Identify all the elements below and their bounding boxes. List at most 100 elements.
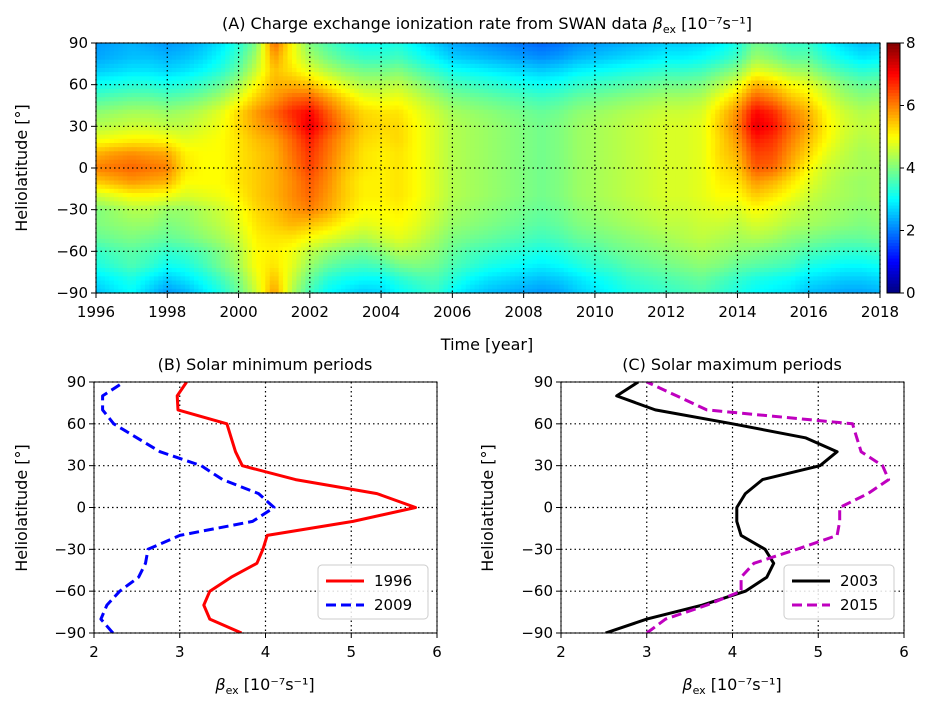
heatmap-cell [390,88,396,94]
heatmap-cell [300,105,306,111]
heatmap-cell [657,126,663,132]
heatmap-cell [871,155,877,161]
heatmap-cell [470,109,476,115]
heatmap-cell [795,55,801,61]
heatmap-cell [251,55,257,61]
heatmap-cell [243,68,249,73]
heatmap-cell [180,84,186,90]
heatmap-cell [341,126,347,132]
heatmap-cell [381,138,387,144]
heatmap-cell [381,43,387,48]
heatmap-cell [488,80,494,86]
heatmap-cell [167,134,173,140]
heatmap-cell [171,63,177,69]
heatmap-cell [363,138,369,144]
heatmap-cell [243,88,249,94]
heatmap-cell [474,155,480,161]
heatmap-cell [256,88,262,94]
heatmap-cell [862,143,868,148]
heatmap-cell [621,88,627,94]
heatmap-cell [755,101,761,107]
heatmap-cell [603,80,609,86]
heatmap-cell [755,84,761,90]
heatmap-cell [782,88,788,94]
heatmap-cell [697,105,703,111]
heatmap-cell [594,118,600,123]
heatmap-cell [528,76,534,82]
heatmap-cell [541,155,547,161]
heatmap-cell [421,130,427,136]
heatmap-cell [109,109,115,115]
heatmap-cell [532,109,538,115]
heatmap-cell [149,84,155,90]
heatmap-cell [211,55,217,61]
heatmap-cell [430,105,436,111]
heatmap-cell [532,72,538,77]
heatmap-cell [323,118,329,123]
heatmap-cell [296,84,302,90]
heatmap-cell [309,105,315,111]
heatmap-cell [318,118,324,123]
heatmap-cell [541,93,547,98]
heatmap-cell [479,130,485,136]
heatmap-cell [626,68,632,73]
heatmap-cell [398,93,404,98]
heatmap-cell [162,72,168,77]
heatmap-cell [185,97,191,102]
heatmap-cell [358,68,364,73]
heatmap-cell [376,151,382,157]
heatmap-cell [590,155,596,161]
heatmap-cell [862,155,868,161]
heatmap-cell [510,109,516,115]
heatmap-cell [367,109,373,115]
heatmap-cell [523,109,529,115]
heatmap-cell [844,88,850,94]
heatmap-cell [741,84,747,90]
heatmap-cell [470,105,476,111]
heatmap-cell [817,88,823,94]
heatmap-cell [724,105,730,111]
heatmap-cell [122,134,128,140]
heatmap-cell [104,101,110,107]
heatmap-cell [746,84,752,90]
heatmap-cell [839,51,845,57]
heatmap-cell [626,155,632,161]
heatmap-cell [220,59,226,65]
heatmap-cell [608,72,614,77]
heatmap-cell [871,118,877,123]
heatmap-cell [528,93,534,98]
heatmap-cell [376,59,382,65]
heatmap-cell [296,76,302,82]
heatmap-cell [243,93,249,98]
heatmap-cell [131,68,137,73]
heatmap-cell [541,47,547,52]
heatmap-cell [862,147,868,152]
heatmap-cell [461,43,467,48]
heatmap-cell [332,126,338,132]
heatmap-cell [510,55,516,61]
heatmap-cell [541,84,547,90]
heatmap-cell [733,55,739,61]
heatmap-cell [216,118,222,123]
heatmap-cell [831,155,837,161]
heatmap-cell [465,147,471,152]
heatmap-cell [229,76,235,82]
heatmap-cell [777,155,783,161]
heatmap-cell [278,97,284,102]
heatmap-cell [577,43,583,48]
heatmap-cell [755,80,761,86]
heatmap-cell [831,143,837,148]
heatmap-cell [479,59,485,65]
heatmap-cell [470,43,476,48]
heatmap-cell [786,80,792,86]
heatmap-cell [140,126,146,132]
heatmap-cell [354,80,360,86]
heatmap-cell [612,76,618,82]
heatmap-cell [786,59,792,65]
heatmap-cell [554,59,560,65]
heatmap-cell [608,101,614,107]
heatmap-cell [510,43,516,48]
heatmap-cell [799,84,805,90]
heatmap-cell [358,59,364,65]
heatmap-cell [804,84,810,90]
